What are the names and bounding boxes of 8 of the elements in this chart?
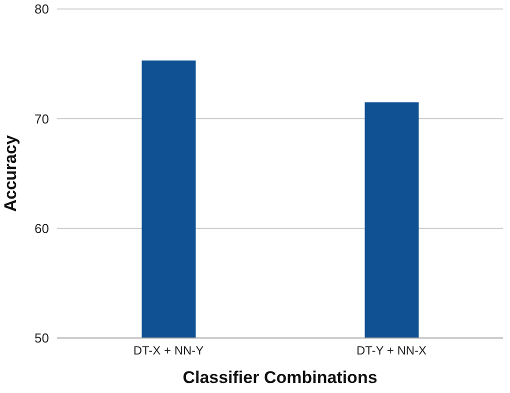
y-tick-label: 80 (34, 2, 49, 17)
y-tick-label: 50 (34, 330, 49, 346)
x-tick-label: DT-X + NN-Y (133, 344, 204, 358)
x-tick-label: DT-Y + NN-X (356, 344, 427, 358)
x-axis-title: Classifier Combinations (182, 368, 378, 387)
y-axis-title: Accuracy (1, 134, 20, 212)
y-tick-label: 70 (34, 111, 49, 126)
y-tick-label: 60 (34, 220, 49, 236)
